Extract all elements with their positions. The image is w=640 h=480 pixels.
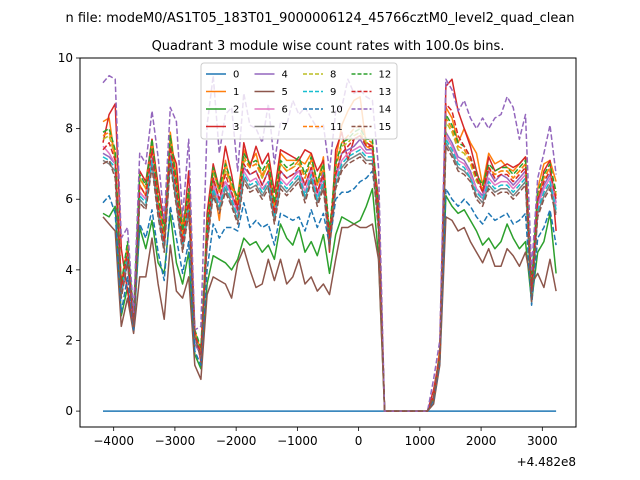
y-tick-label: 4 <box>65 263 73 277</box>
legend-label-6: 6 <box>282 105 288 116</box>
figure-suptitle: n file: modeM0/AS1T05_183T01_9000006124_… <box>65 11 574 26</box>
legend-label-14: 14 <box>379 105 392 116</box>
x-tick-label: −4000 <box>93 434 134 448</box>
series-line-5 <box>102 216 557 412</box>
series-line-2 <box>102 187 557 412</box>
legend-label-2: 2 <box>233 105 239 116</box>
legend-label-11: 11 <box>330 122 343 133</box>
x-tick-label: 0 <box>355 434 363 448</box>
legend-label-15: 15 <box>379 122 392 133</box>
y-tick-label: 0 <box>65 404 73 418</box>
x-offset-label: +4.482e8 <box>517 455 576 469</box>
legend-label-13: 13 <box>379 87 392 98</box>
legend-box <box>200 62 398 140</box>
x-tick-label: −1000 <box>277 434 318 448</box>
x-tick-label: 3000 <box>527 434 558 448</box>
series-line-14 <box>102 74 557 412</box>
y-tick-label: 10 <box>58 51 73 65</box>
legend-label-5: 5 <box>282 87 288 98</box>
legend-label-8: 8 <box>330 70 336 81</box>
legend-label-10: 10 <box>330 105 343 116</box>
legend-label-1: 1 <box>233 87 239 98</box>
x-tick-label: 1000 <box>405 434 436 448</box>
plot-area <box>102 74 557 412</box>
legend-label-7: 7 <box>282 122 288 133</box>
y-tick-label: 2 <box>65 333 73 347</box>
legend-label-3: 3 <box>233 122 239 133</box>
x-tick-label: −2000 <box>216 434 257 448</box>
chart-title: Quadrant 3 module wise count rates with … <box>152 39 505 54</box>
legend-label-4: 4 <box>282 70 288 81</box>
series-line-15 <box>102 145 557 412</box>
x-tick-label: −3000 <box>155 434 196 448</box>
legend-label-12: 12 <box>379 70 392 81</box>
y-tick-label: 6 <box>65 192 73 206</box>
legend-label-0: 0 <box>233 70 239 81</box>
legend-label-9: 9 <box>330 87 336 98</box>
x-tick-label: 2000 <box>466 434 497 448</box>
series-line-13 <box>102 103 557 412</box>
axes-frame <box>79 57 577 428</box>
y-tick-label: 8 <box>65 122 73 136</box>
